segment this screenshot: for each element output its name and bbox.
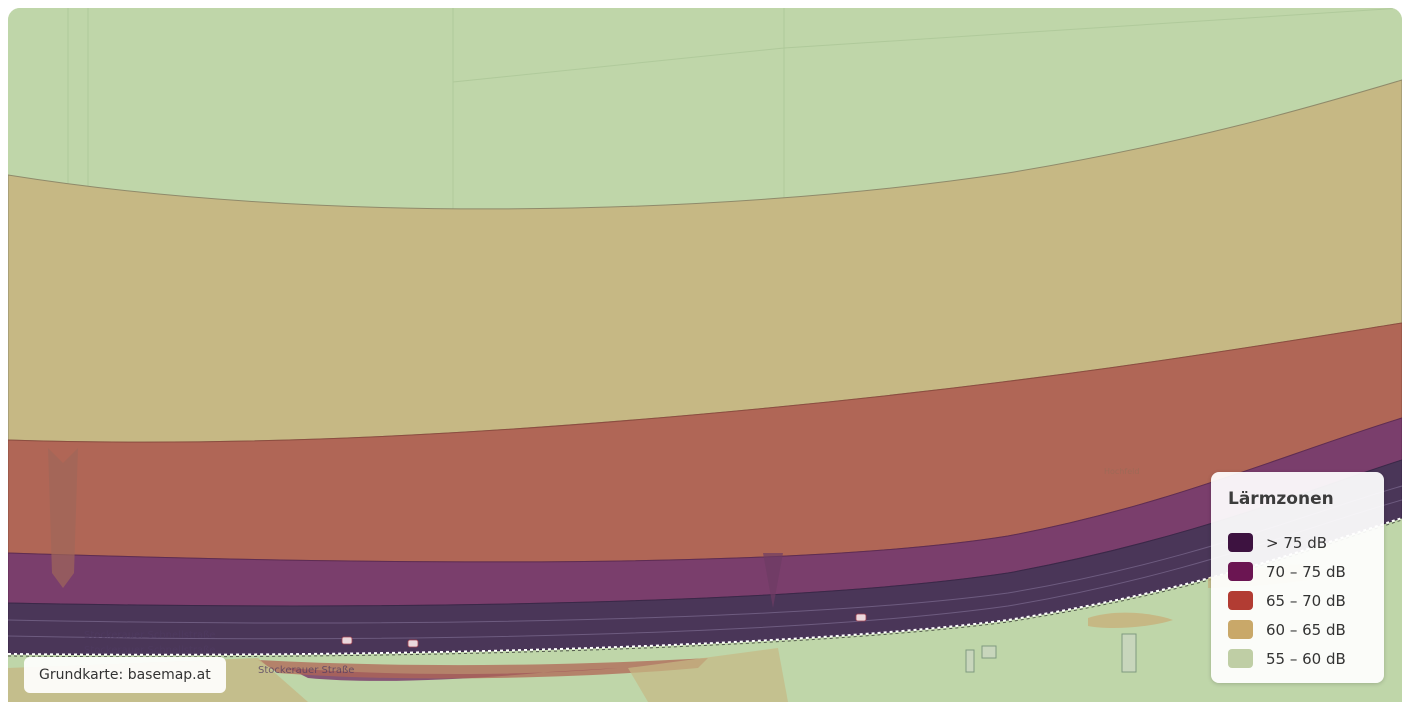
road-label-2: Stockerauer Schnellstraße (84, 645, 216, 656)
building-patch-east (1088, 612, 1173, 628)
road-label-1: Stockerauer Schnellstraße (84, 630, 216, 641)
junction-notch-center (763, 553, 783, 608)
legend-item-over-75: > 75 dB (1228, 528, 1367, 557)
noise-map[interactable]: Stockerauer Schnellstraße Stockerauer Sc… (8, 8, 1402, 702)
legend-title: Lärmzonen (1228, 489, 1334, 509)
legend-swatch-55-60 (1228, 649, 1253, 668)
legend-label: 65 – 70 dB (1266, 591, 1346, 610)
legend-item-70-75: 70 – 75 dB (1228, 557, 1367, 586)
legend-item-55-60: 55 – 60 dB (1228, 644, 1367, 673)
legend-label: > 75 dB (1266, 533, 1328, 552)
road-shields (341, 613, 867, 648)
junction-notch-west (48, 448, 78, 588)
legend-item-65-70: 65 – 70 dB (1228, 586, 1367, 615)
road-label-3: Stockerauer Straße (258, 665, 354, 676)
buildings (965, 633, 1137, 673)
legend-swatch-60-65 (1228, 620, 1253, 639)
legend: Lärmzonen > 75 dB 70 – 75 dB 65 – 70 dB … (1211, 472, 1384, 683)
field-boundaries (67, 8, 1402, 218)
legend-swatch-70-75 (1228, 562, 1253, 581)
legend-swatch-over-75 (1228, 533, 1253, 552)
map-canvas[interactable]: Stockerauer Schnellstraße Stockerauer Sc… (8, 8, 1402, 702)
legend-label: 60 – 65 dB (1266, 620, 1346, 639)
legend-label: 70 – 75 dB (1266, 562, 1346, 581)
place-label-hochfeld: Hochfeld (1104, 467, 1139, 476)
zone-over-75 (8, 459, 1402, 656)
zone-65-70-south (258, 658, 708, 679)
map-attribution[interactable]: Grundkarte: basemap.at (24, 657, 226, 693)
legend-item-60-65: 60 – 65 dB (1228, 615, 1367, 644)
legend-swatch-65-70 (1228, 591, 1253, 610)
legend-label: 55 – 60 dB (1266, 649, 1346, 668)
